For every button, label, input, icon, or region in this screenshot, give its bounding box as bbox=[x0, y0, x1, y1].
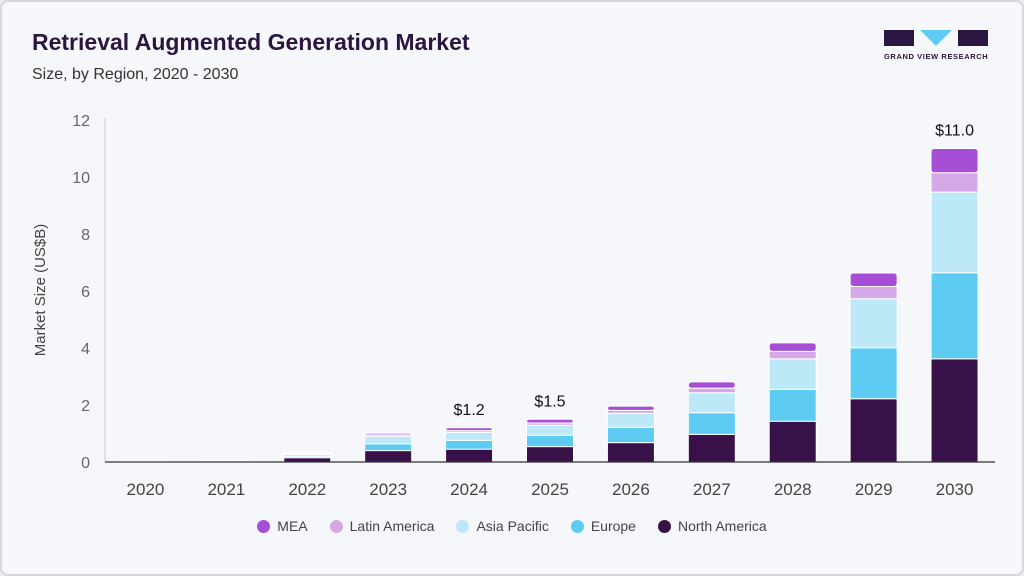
y-tick-label: 4 bbox=[81, 341, 90, 358]
bar-segment-mea bbox=[687, 381, 736, 389]
y-axis-title: Market Size (US$B) bbox=[32, 224, 49, 357]
bar-segment-mea bbox=[930, 148, 979, 174]
legend-item: Latin America bbox=[329, 518, 435, 534]
bar-segment-mea bbox=[283, 452, 332, 455]
bar-segment-europe bbox=[930, 272, 979, 360]
x-tick-label: 2026 bbox=[612, 480, 650, 499]
bar-segment-europe bbox=[364, 443, 413, 452]
y-tick-label: 8 bbox=[81, 227, 90, 244]
grand-view-research-logo bbox=[884, 30, 988, 46]
bar-segment-asia-pacific bbox=[526, 424, 574, 436]
bar-segment-asia-pacific bbox=[849, 298, 898, 349]
bar-segment-asia-pacific bbox=[606, 412, 655, 428]
x-tick-label: 2020 bbox=[127, 480, 165, 499]
bar-segment-mea bbox=[445, 427, 494, 432]
x-tick-label: 2025 bbox=[531, 480, 569, 499]
legend-item: Asia Pacific bbox=[456, 518, 549, 534]
legend-item: Europe bbox=[570, 518, 636, 534]
legend-swatch bbox=[456, 519, 470, 533]
bar-segment-north-america bbox=[930, 358, 979, 463]
x-tick-label: 2030 bbox=[936, 480, 974, 499]
x-tick-label: 2027 bbox=[693, 480, 731, 499]
bar-segment-europe bbox=[526, 434, 574, 448]
bar-segment-north-america bbox=[445, 448, 494, 463]
bar-segment-asia-pacific bbox=[930, 191, 979, 274]
y-tick-label: 6 bbox=[81, 284, 90, 301]
bar-segment-europe bbox=[606, 426, 655, 444]
bar-segment-asia-pacific bbox=[364, 435, 413, 445]
bar-segment-latin-america bbox=[768, 350, 817, 360]
legend-label: Latin America bbox=[349, 518, 435, 534]
bar-segment-latin-america bbox=[849, 285, 898, 300]
bar-segment-europe bbox=[768, 388, 817, 422]
legend: MEA Latin America Asia Pacific Europe North … bbox=[2, 518, 1022, 534]
bar-segment-north-america bbox=[849, 398, 898, 463]
bar-segment-latin-america bbox=[687, 387, 736, 394]
bar-segment-mea bbox=[202, 459, 251, 462]
bar-segment-asia-pacific bbox=[687, 392, 736, 414]
bar-segment-asia-pacific bbox=[445, 431, 494, 441]
x-tick-label: 2028 bbox=[774, 480, 812, 499]
x-tick-label: 2021 bbox=[207, 480, 245, 499]
data-label: $1.5 bbox=[534, 393, 565, 410]
x-tick-label: 2024 bbox=[450, 480, 488, 499]
legend-label: Asia Pacific bbox=[476, 518, 549, 534]
y-tick-label: 10 bbox=[72, 170, 90, 187]
legend-label: North America bbox=[677, 518, 767, 534]
bar-segment-mea bbox=[849, 272, 898, 287]
bar-segment-north-america bbox=[283, 457, 332, 463]
bar-segment-asia-pacific bbox=[768, 358, 817, 390]
legend-label: Europe bbox=[590, 518, 636, 534]
bar-segment-mea bbox=[768, 342, 817, 352]
bar-segment-north-america bbox=[606, 442, 655, 463]
chart-subtitle: Size, by Region, 2020 - 2030 bbox=[32, 66, 239, 83]
bar-segment-north-america bbox=[687, 433, 736, 463]
x-tick-label: 2023 bbox=[369, 480, 407, 499]
legend-item: MEA bbox=[257, 518, 308, 534]
chart-title: Retrieval Augmented Generation Market bbox=[32, 29, 470, 55]
legend-item: North America bbox=[657, 518, 767, 534]
y-tick-label: 0 bbox=[81, 455, 90, 472]
data-label: $1.2 bbox=[454, 402, 485, 419]
bar-segment-latin-america bbox=[930, 172, 979, 193]
data-label: $11.0 bbox=[935, 123, 974, 140]
legend-swatch bbox=[657, 519, 671, 533]
bar-segment-mea bbox=[364, 432, 413, 436]
bar-segment-north-america bbox=[768, 420, 817, 463]
logo-text: GRAND VIEW RESEARCH bbox=[884, 52, 989, 61]
x-tick-label: 2022 bbox=[288, 480, 326, 499]
legend-swatch bbox=[257, 519, 271, 533]
bar-segment-europe bbox=[849, 347, 898, 400]
y-tick-label: 2 bbox=[81, 398, 90, 415]
bar-segment-north-america bbox=[364, 450, 413, 463]
legend-label: MEA bbox=[277, 518, 308, 534]
legend-swatch bbox=[570, 519, 584, 533]
bar-segment-mea bbox=[606, 405, 655, 411]
y-tick-label: 12 bbox=[72, 113, 90, 130]
bar-segment-europe bbox=[445, 439, 494, 450]
bar-segment-europe bbox=[687, 412, 736, 435]
bar-segment-mea bbox=[526, 418, 574, 424]
legend-swatch bbox=[329, 519, 343, 533]
bar-segment-north-america bbox=[526, 446, 574, 463]
x-tick-label: 2029 bbox=[855, 480, 893, 499]
